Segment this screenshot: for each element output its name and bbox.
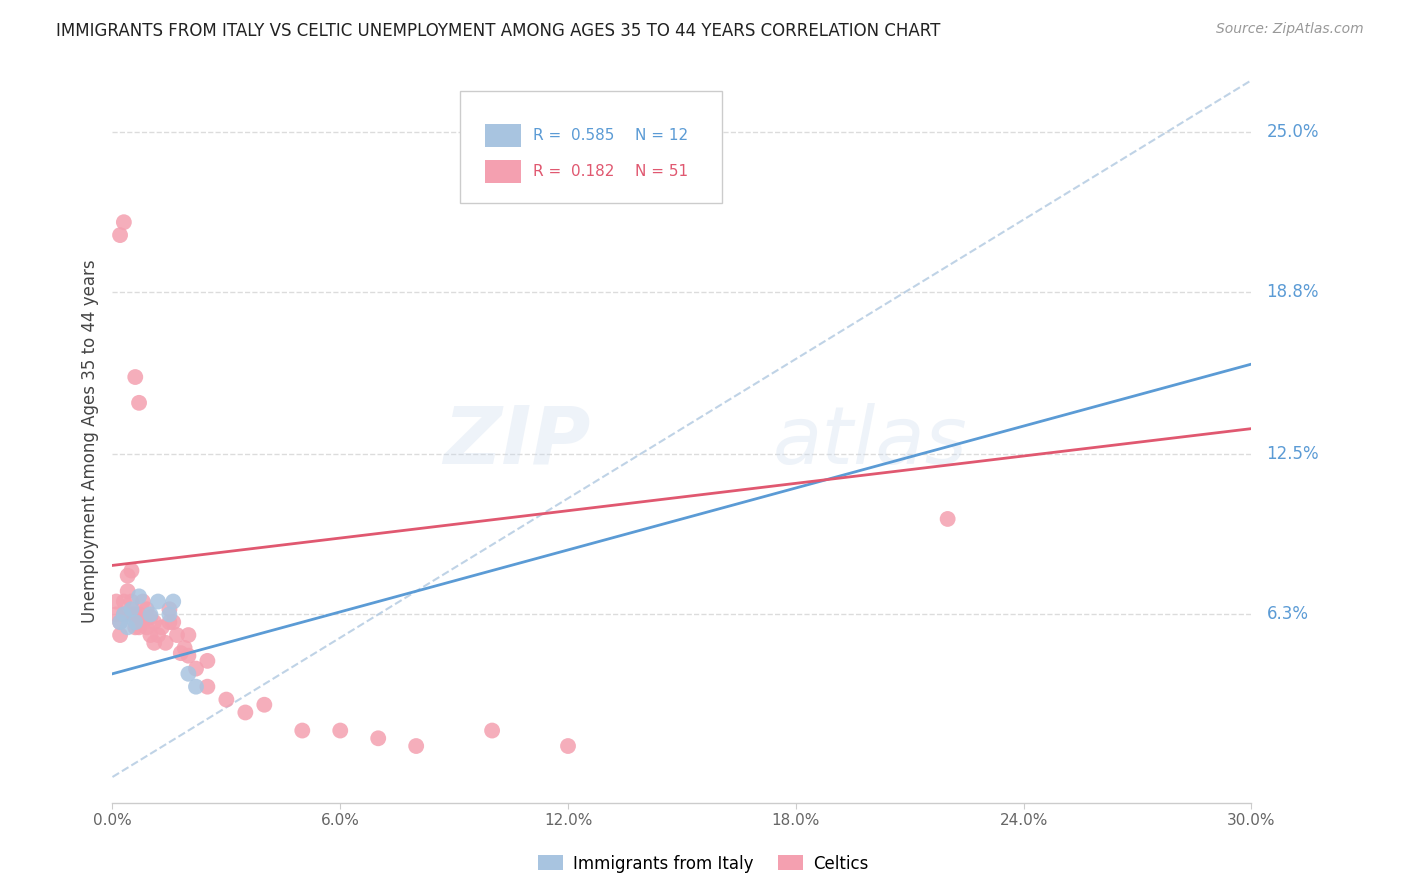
Point xyxy=(150,620,173,634)
Point xyxy=(112,594,135,608)
Point xyxy=(177,628,200,642)
Point xyxy=(184,662,207,676)
Point xyxy=(329,723,352,738)
Point xyxy=(166,628,188,642)
Point xyxy=(128,607,150,622)
Point xyxy=(139,628,162,642)
Point xyxy=(124,620,146,634)
Point xyxy=(135,620,157,634)
FancyBboxPatch shape xyxy=(460,91,721,203)
Text: Source: ZipAtlas.com: Source: ZipAtlas.com xyxy=(1216,22,1364,37)
Point xyxy=(155,636,177,650)
Point xyxy=(146,628,169,642)
Point xyxy=(936,512,959,526)
Point xyxy=(117,620,139,634)
Point xyxy=(124,370,146,384)
Point xyxy=(481,723,503,738)
Point xyxy=(557,739,579,753)
Point xyxy=(170,646,193,660)
Point xyxy=(124,607,146,622)
Point xyxy=(162,594,184,608)
Text: 12.5%: 12.5% xyxy=(1267,445,1319,464)
Point xyxy=(139,610,162,624)
Point xyxy=(121,564,143,578)
Point xyxy=(162,615,184,630)
Point xyxy=(121,594,143,608)
Point xyxy=(159,607,180,622)
Text: 25.0%: 25.0% xyxy=(1267,123,1319,141)
Point xyxy=(121,607,143,622)
Point xyxy=(121,602,143,616)
FancyBboxPatch shape xyxy=(485,124,522,147)
Point xyxy=(132,615,155,630)
Point xyxy=(117,584,139,599)
Point xyxy=(112,607,135,622)
Point xyxy=(235,706,257,720)
Text: atlas: atlas xyxy=(773,402,967,481)
Point xyxy=(117,568,139,582)
Point xyxy=(108,615,131,630)
Point xyxy=(108,615,131,630)
Point xyxy=(105,607,128,622)
Point xyxy=(184,680,207,694)
Point xyxy=(124,615,146,630)
Point xyxy=(291,723,314,738)
Point xyxy=(143,636,166,650)
Text: IMMIGRANTS FROM ITALY VS CELTIC UNEMPLOYMENT AMONG AGES 35 TO 44 YEARS CORRELATI: IMMIGRANTS FROM ITALY VS CELTIC UNEMPLOY… xyxy=(56,22,941,40)
Text: N = 12: N = 12 xyxy=(636,128,689,143)
Point xyxy=(195,680,219,694)
Text: 6.3%: 6.3% xyxy=(1267,606,1309,624)
Point xyxy=(146,594,169,608)
Point xyxy=(139,607,162,622)
Text: ZIP: ZIP xyxy=(443,402,591,481)
Point xyxy=(177,648,200,663)
Point xyxy=(132,594,155,608)
Point xyxy=(105,594,128,608)
Text: 18.8%: 18.8% xyxy=(1267,283,1319,301)
Point xyxy=(215,692,238,706)
Point xyxy=(112,215,135,229)
Text: R =  0.585: R = 0.585 xyxy=(533,128,614,143)
Point xyxy=(173,640,195,655)
Y-axis label: Unemployment Among Ages 35 to 44 years: Unemployment Among Ages 35 to 44 years xyxy=(80,260,98,624)
Point xyxy=(108,628,131,642)
Point xyxy=(177,666,200,681)
FancyBboxPatch shape xyxy=(485,160,522,183)
Point xyxy=(128,620,150,634)
Point xyxy=(143,615,166,630)
Point xyxy=(128,396,150,410)
Text: N = 51: N = 51 xyxy=(636,164,689,179)
Text: R =  0.182: R = 0.182 xyxy=(533,164,614,179)
Point xyxy=(405,739,427,753)
Point xyxy=(128,590,150,604)
Point xyxy=(367,731,389,746)
Legend: Immigrants from Italy, Celtics: Immigrants from Italy, Celtics xyxy=(531,848,875,880)
Point xyxy=(159,615,180,630)
Point xyxy=(112,607,135,622)
Point xyxy=(108,228,131,243)
Point xyxy=(159,602,180,616)
Point xyxy=(195,654,219,668)
Point xyxy=(253,698,276,712)
Point xyxy=(135,602,157,616)
